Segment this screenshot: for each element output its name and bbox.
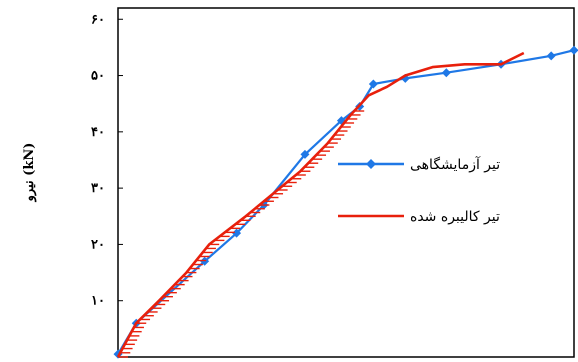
series-point-0	[569, 45, 578, 55]
series-point-0	[232, 228, 242, 238]
legend-item-calibrated: تیر کالیبره شده	[338, 209, 500, 225]
legend-item-experimental: تیر آزمایشگاهی	[338, 156, 500, 173]
series-point-0	[300, 149, 310, 159]
series-point-0	[200, 256, 210, 266]
series-point-0	[368, 79, 378, 89]
series-line-1	[116, 51, 525, 358]
series-layer	[113, 45, 578, 359]
y-tick-label: ۳۰	[91, 181, 105, 196]
y-axis-label: نیرو (kN)	[22, 143, 37, 203]
legend-label-calibrated: تیر کالیبره شده	[410, 209, 500, 225]
y-axis-ticks: ۱۰ ۲۰ ۳۰ ۴۰ ۵۰ ۶۰	[91, 12, 123, 309]
y-tick-label: ۶۰	[91, 12, 105, 27]
plot-frame	[117, 7, 575, 358]
legend: تیر آزمایشگاهی تیر کالیبره شده	[338, 156, 500, 225]
legend-label-experimental: تیر آزمایشگاهی	[410, 156, 500, 173]
series-line-0	[117, 49, 575, 355]
y-tick-label: ۵۰	[91, 69, 105, 84]
y-tick-label: ۴۰	[91, 125, 105, 140]
y-tick-label: ۱۰	[91, 294, 105, 309]
legend-marker-experimental	[366, 159, 376, 169]
y-tick-label: ۲۰	[91, 237, 105, 252]
series-point-0	[546, 51, 556, 61]
series-point-0	[441, 68, 451, 78]
